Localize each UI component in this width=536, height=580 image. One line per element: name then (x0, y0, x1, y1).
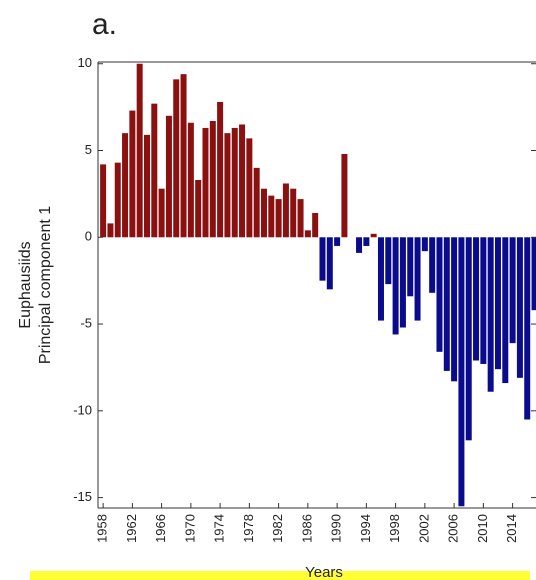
bar (370, 233, 377, 238)
bar (209, 121, 216, 238)
bar (356, 237, 363, 253)
bar (516, 237, 523, 378)
bar (290, 188, 297, 238)
bar (421, 237, 428, 252)
bar (202, 127, 209, 238)
x-tick-label: 2010 (475, 514, 490, 543)
bar (195, 180, 202, 238)
bar (158, 188, 165, 238)
bar (326, 237, 333, 290)
bar (524, 237, 531, 420)
bar (494, 237, 501, 370)
bar (414, 237, 421, 321)
bar (253, 167, 260, 238)
bar (187, 122, 194, 238)
bar (136, 63, 143, 238)
bar (173, 79, 180, 238)
bar (165, 115, 172, 238)
bar (224, 133, 231, 238)
bar (217, 101, 224, 238)
bar (377, 237, 384, 321)
bar (107, 223, 114, 238)
bar (282, 183, 289, 238)
y-axis-label: Principal component 1 (37, 206, 54, 364)
y-tick-label: 10 (78, 55, 92, 70)
bar (334, 237, 341, 246)
bar (407, 237, 414, 297)
bar (239, 124, 246, 238)
bar (122, 133, 129, 238)
x-tick-label: 1974 (212, 514, 227, 543)
bar (458, 237, 465, 507)
bar (231, 127, 238, 238)
x-tick-label: 2002 (416, 514, 431, 543)
bar (268, 195, 275, 238)
bar (100, 164, 107, 238)
bar (473, 237, 480, 361)
x-tick-label: 1978 (241, 514, 256, 543)
bar (260, 188, 267, 238)
x-tick-label: 2014 (504, 514, 519, 543)
x-tick-label: 1958 (95, 514, 110, 543)
bar (487, 237, 494, 392)
y-tick-label: -10 (73, 402, 92, 417)
bar (304, 230, 311, 238)
bar (531, 237, 536, 311)
bar (451, 237, 458, 382)
bar (363, 237, 370, 246)
bar (312, 212, 319, 238)
x-tick-label: 1962 (124, 514, 139, 543)
x-tick-label: 1970 (182, 514, 197, 543)
y-tick-label: -15 (73, 489, 92, 504)
bar (392, 237, 399, 335)
bar (246, 138, 253, 238)
x-tick-label: 1990 (329, 514, 344, 543)
y-tick-label: 5 (85, 142, 92, 157)
bar (129, 110, 136, 238)
y-axis-label: Euphausiids (17, 241, 34, 328)
x-tick-label: 1994 (358, 514, 373, 543)
x-tick-label: 1986 (299, 514, 314, 543)
bar (480, 237, 487, 364)
x-axis-label: Years (305, 564, 343, 580)
bar (502, 237, 509, 384)
bar (436, 237, 443, 352)
bar (319, 237, 326, 281)
bar (509, 237, 516, 344)
bar (341, 153, 348, 238)
bar (385, 237, 392, 285)
bar (180, 74, 187, 238)
chart-title: a. (92, 8, 117, 41)
bar (151, 103, 158, 238)
bar (114, 162, 121, 238)
bar (399, 237, 406, 328)
bar (275, 199, 282, 238)
x-tick-label: 2006 (446, 514, 461, 543)
y-tick-label: 0 (85, 229, 92, 244)
bar (429, 237, 436, 293)
bar (143, 134, 150, 238)
x-tick-label: 1998 (387, 514, 402, 543)
x-tick-label: 1966 (153, 514, 168, 543)
bar (297, 199, 304, 238)
bar (443, 237, 450, 371)
bar (465, 237, 472, 441)
y-tick-label: -5 (80, 315, 92, 330)
highlight (30, 571, 530, 580)
x-tick-label: 1982 (270, 514, 285, 543)
